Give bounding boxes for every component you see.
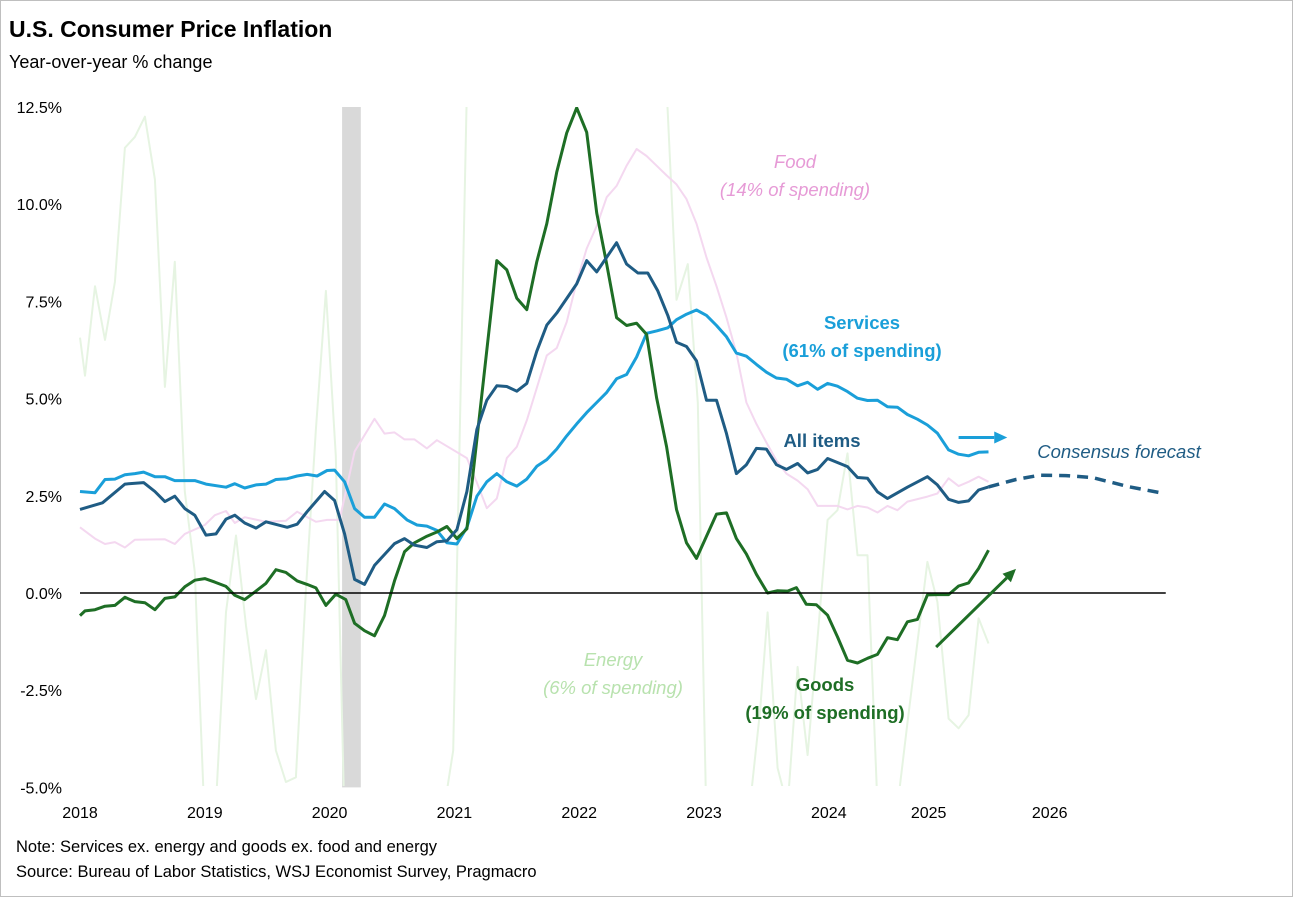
series-line-services [79,308,989,546]
services-series-label: Services [824,312,900,333]
x-tick-label: 2024 [811,805,847,822]
series-line-energy [79,107,990,786]
y-tick-label: 7.5% [26,294,62,311]
chart-source: Source: Bureau of Labor Statistics, WSJ … [16,863,537,881]
x-tick-label: 2023 [686,805,722,822]
x-tick-label: 2025 [911,805,947,822]
chart-subtitle: Year-over-year % change [9,52,213,72]
chart-title: U.S. Consumer Price Inflation [9,16,333,42]
series-line-food [79,148,989,549]
series-line-all-items [79,241,989,586]
x-tick-label: 2018 [62,805,98,822]
x-tick-label: 2022 [561,805,597,822]
goods-series-sublabel: (19% of spending) [745,702,904,723]
x-tick-label: 2021 [437,805,473,822]
chart-note: Note: Services ex. energy and goods ex. … [16,838,438,856]
y-tick-label: 12.5% [17,100,62,117]
food-series-label: Food [774,151,817,172]
series-line-goods [78,107,990,665]
y-tick-label: 0.0% [26,586,62,603]
y-tick-label: 2.5% [26,489,62,506]
goods-arrow-shaft [935,576,1008,649]
y-tick-label: -5.0% [20,780,62,797]
recession-shading [342,107,361,788]
goods-series-label: Goods [796,674,855,695]
energy-series-label: Energy [584,649,644,670]
y-tick-label: 10.0% [17,197,62,214]
energy-series-sublabel: (6% of spending) [543,677,683,698]
y-tick-label: 5.0% [26,392,62,409]
goods-arrow-icon [1002,568,1016,583]
services-series-sublabel: (61% of spending) [782,340,941,361]
services-arrow-icon [994,431,1008,444]
y-tick-label: -2.5% [20,683,62,700]
all-items-series-label: All items [783,430,860,451]
x-tick-label: 2020 [312,805,348,822]
x-tick-label: 2026 [1032,805,1068,822]
consensus-forecast-label: Consensus forecast [1037,441,1201,462]
x-tick-label: 2019 [187,805,223,822]
food-series-sublabel: (14% of spending) [720,179,870,200]
series-line-consensus-forecast [988,473,1165,496]
